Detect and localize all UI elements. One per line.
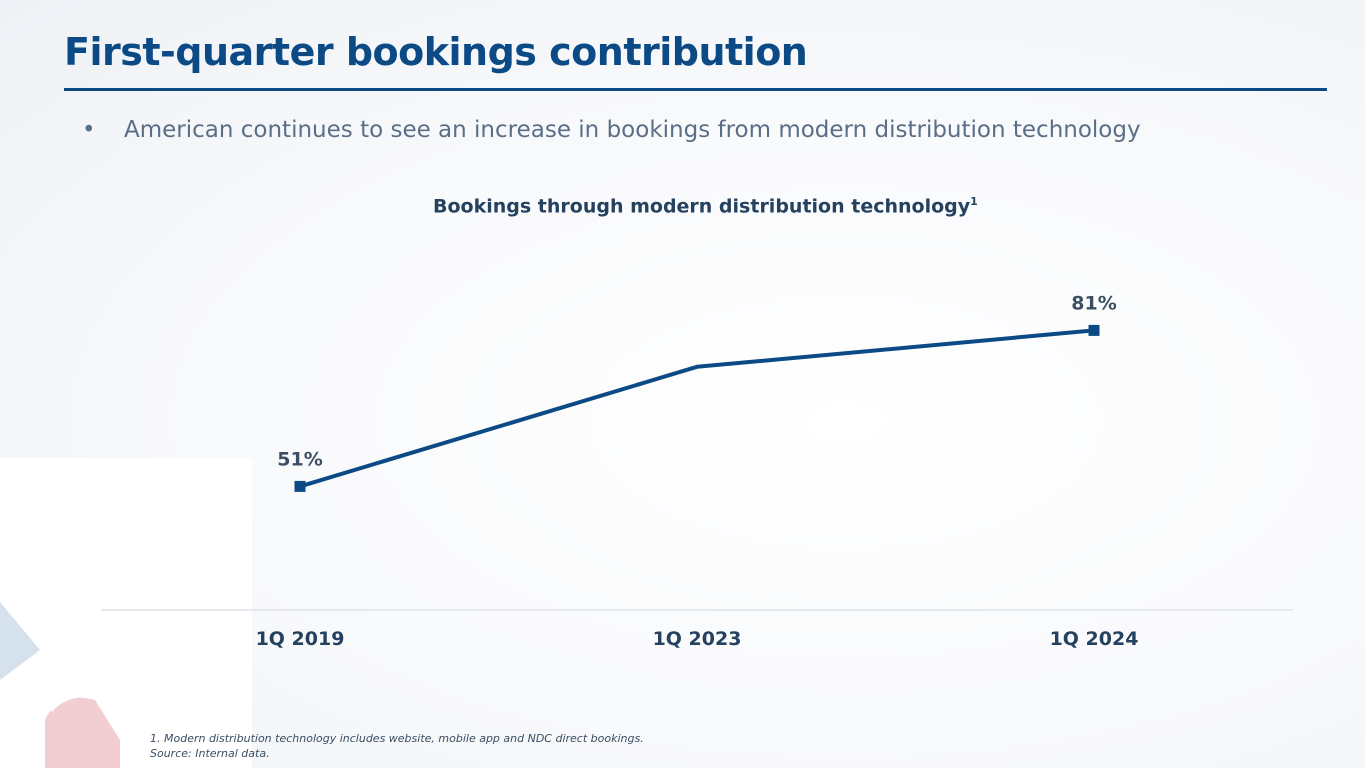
decorative-background-panel [0,458,252,768]
bullet-icon: • [82,117,96,143]
footnotes: 1. Modern distribution technology includ… [150,731,644,761]
data-point-marker [294,480,306,492]
chart-title-text: Bookings through modern distribution tec… [433,195,971,218]
bullet-point: • American continues to see an increase i… [82,117,1141,143]
series-line [299,328,1095,489]
x-tick-label: 1Q 2024 [1050,628,1139,650]
chart-title: Bookings through modern distribution tec… [433,195,978,217]
title-divider [64,88,1327,91]
bullet-text: American continues to see an increase in… [124,117,1141,143]
flight-symbol-red-stripe [45,697,120,768]
flight-symbol-blue-stripe [0,602,40,680]
page-title: First-quarter bookings contribution [64,30,808,74]
chart-title-footnote-marker: 1 [970,195,978,208]
footnote-source: Source: Internal data. [150,747,270,760]
x-tick-label: 1Q 2023 [653,628,742,650]
x-tick-label: 1Q 2019 [256,628,345,650]
data-point-marker [1088,324,1100,336]
data-label: 81% [1071,292,1116,314]
flight-symbol-white-arc [40,682,112,712]
data-label: 51% [277,448,322,470]
footnote-definition: 1. Modern distribution technology includ… [150,732,644,745]
